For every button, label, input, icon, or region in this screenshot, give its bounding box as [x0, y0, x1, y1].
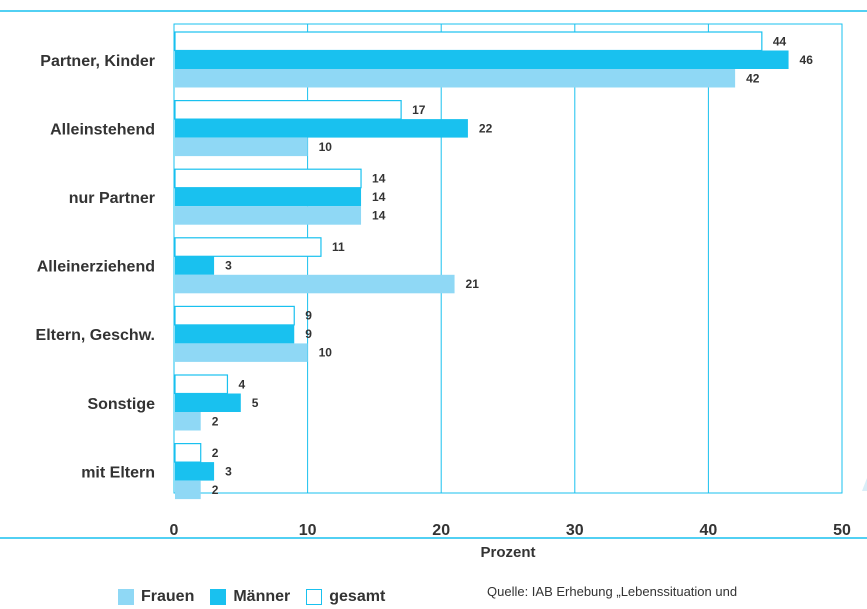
value-label-gesamt-nur-partner: 14 [372, 171, 386, 185]
bar-gesamt-alleinstehend [174, 99, 402, 120]
legend-item-frauen: Frauen [118, 588, 194, 606]
x-axis-label: Prozent [480, 544, 535, 561]
value-label-maenner-mit-eltern: 3 [225, 464, 232, 478]
legend-item-gesamt: gesamt [306, 588, 385, 606]
decorative-corner-mark [862, 478, 867, 491]
x-tick-50: 50 [833, 522, 851, 539]
bar-frauen-alleinstehend [175, 137, 308, 157]
bar-frauen-sonstige [175, 412, 201, 431]
bar-frauen-alleinerziehend [175, 274, 455, 294]
value-label-maenner-eltern-geschw: 9 [305, 327, 312, 341]
value-label-frauen-sonstige: 2 [212, 414, 219, 428]
bar-frauen-partner-kinder [175, 69, 736, 88]
plot-frame [173, 23, 843, 494]
legend-item-maenner: Männer [210, 588, 290, 606]
category-label-alleinstehend: Alleinstehend [50, 121, 155, 138]
bar-maenner-sonstige [175, 393, 241, 412]
bar-frauen-nur-partner [175, 206, 362, 225]
value-label-maenner-alleinstehend: 22 [479, 121, 493, 135]
value-label-maenner-alleinerziehend: 3 [225, 259, 232, 273]
x-tick-labels: 0 10 20 30 40 50 [170, 522, 851, 539]
bar-gesamt-eltern-geschw [174, 305, 295, 326]
value-label-gesamt-alleinstehend: 17 [412, 103, 426, 117]
bar-gesamt-nur-partner [174, 168, 362, 189]
value-label-gesamt-partner-kinder: 44 [773, 34, 787, 48]
legend-label-gesamt: gesamt [329, 588, 386, 605]
bar-gesamt-alleinerziehend [174, 237, 322, 257]
source-note: Quelle: IAB Erhebung „Lebenssituation un… [487, 584, 738, 599]
bar-maenner-partner-kinder [175, 50, 789, 69]
value-label-frauen-nur-partner: 14 [372, 208, 386, 222]
x-tick-0: 0 [170, 522, 179, 539]
legend-label-maenner: Männer [233, 588, 291, 605]
category-label-eltern-geschw: Eltern, Geschw. [36, 327, 155, 344]
bar-maenner-alleinerziehend [175, 256, 215, 275]
bar-gesamt-mit-eltern [174, 443, 202, 463]
x-tick-40: 40 [700, 522, 718, 539]
legend-swatch-maenner [210, 589, 227, 605]
value-label-frauen-alleinerziehend: 21 [466, 277, 480, 291]
value-label-maenner-nur-partner: 14 [372, 190, 386, 204]
legend-label-frauen: Frauen [141, 588, 195, 605]
value-label-gesamt-alleinerziehend: 11 [332, 240, 345, 254]
bar-maenner-nur-partner [175, 187, 362, 207]
value-label-gesamt-eltern-geschw: 9 [305, 309, 312, 323]
bar-frauen-mit-eltern [175, 480, 201, 500]
value-label-maenner-partner-kinder: 46 [800, 53, 814, 67]
category-label-mit-eltern: mit Eltern [81, 464, 155, 481]
legend-swatch-gesamt [306, 589, 323, 605]
legend: Frauen Männer gesamt [118, 588, 401, 606]
x-tick-10: 10 [299, 522, 317, 539]
bar-maenner-alleinstehend [175, 119, 468, 138]
bar-gesamt-partner-kinder [174, 31, 763, 52]
value-label-gesamt-mit-eltern: 2 [212, 446, 219, 460]
bar-maenner-eltern-geschw [175, 324, 295, 344]
legend-swatch-frauen [118, 589, 134, 605]
category-label-alleinerziehend: Alleinerziehend [37, 259, 155, 276]
bar-frauen-eltern-geschw [175, 343, 308, 362]
x-tick-20: 20 [432, 522, 450, 539]
x-tick-30: 30 [566, 522, 584, 539]
category-label-sonstige: Sonstige [87, 396, 155, 413]
value-label-maenner-sonstige: 5 [252, 396, 259, 410]
category-label-partner-kinder: Partner, Kinder [40, 53, 155, 70]
value-label-gesamt-sonstige: 4 [238, 377, 245, 391]
value-label-frauen-alleinstehend: 10 [319, 140, 333, 154]
category-labels: Partner, Kinder Alleinstehend nur Partner A… [36, 53, 156, 482]
value-label-frauen-mit-eltern: 2 [212, 483, 219, 497]
category-label-nur-partner: nur Partner [69, 190, 155, 207]
value-label-frauen-eltern-geschw: 10 [319, 346, 333, 360]
grid-lines [307, 24, 709, 493]
bar-maenner-mit-eltern [175, 462, 215, 481]
value-label-frauen-partner-kinder: 42 [746, 71, 760, 85]
bar-gesamt-sonstige [174, 374, 229, 395]
